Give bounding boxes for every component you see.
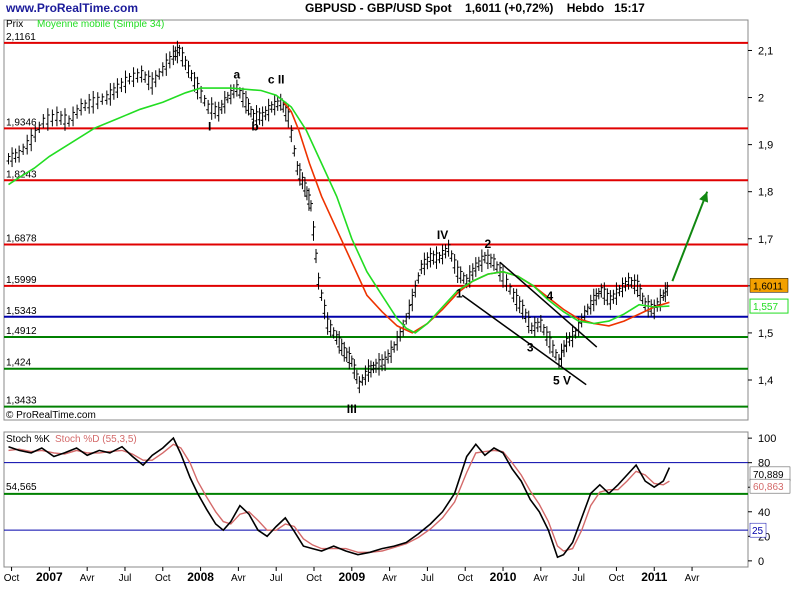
time-label: 15:17 — [614, 1, 645, 15]
wave-label: 3 — [527, 341, 534, 355]
wave-label: 4 — [547, 289, 554, 303]
price-panel-frame — [3, 19, 749, 421]
x-tick-label: Avr — [685, 573, 700, 584]
price-y-tick-label: 1,5 — [758, 328, 773, 340]
period-label: Hebdo — [566, 1, 605, 15]
price-axis-label: Prix — [6, 19, 23, 30]
stoch-k-line — [8, 436, 671, 559]
x-tick-label: Avr — [533, 573, 548, 584]
wave-label: a — [234, 68, 241, 82]
wave-label: b — [251, 120, 258, 134]
x-tick-label: Oct — [457, 573, 473, 584]
last-ma-badge — [749, 298, 789, 314]
price-y-tick-label: 1,8 — [758, 187, 773, 199]
wave-label: c II — [268, 72, 285, 86]
x-tick-label: Avr — [382, 573, 397, 584]
stoch-k-legend: Stoch %K — [6, 434, 50, 445]
ma-legend: Moyenne mobile (Simple 34) — [37, 19, 164, 30]
x-tick-label: Oct — [306, 573, 322, 584]
stoch-y-tick-label: 0 — [758, 556, 764, 568]
stoch-y-tick-label: 100 — [758, 433, 776, 445]
x-tick-label: Avr — [231, 573, 246, 584]
channel-line — [461, 294, 587, 386]
chart-title: GBPUSD - GBP/USD Spot 1,6011 (+0,72%) He… — [305, 0, 645, 16]
channel-line — [499, 261, 598, 348]
wave-label: III — [347, 402, 357, 416]
stoch-25-label: 25 — [752, 526, 764, 537]
price-level-label: 1,3433 — [6, 396, 37, 407]
target-arrow-head — [699, 191, 709, 203]
stoch-panel-frame — [3, 431, 749, 568]
stoch-25-marker — [749, 522, 767, 538]
x-tick-label: Oct — [155, 573, 171, 584]
price-change-label: 1,6011 (+0,72%) — [465, 1, 554, 15]
x-tick-label: Jul — [572, 573, 585, 584]
wave-label: IV — [437, 228, 448, 242]
target-arrow-shaft — [671, 191, 709, 282]
symbol-label: GBPUSD - GBP/USD Spot — [305, 1, 452, 15]
stoch-level-label: 54,565 — [6, 482, 37, 493]
price-y-tick-label: 1,4 — [758, 375, 773, 387]
stoch-marker-box — [749, 478, 791, 494]
watermark: © ProRealTime.com — [6, 410, 96, 421]
price-y-tick-label: 1,7 — [758, 234, 773, 246]
stoch-y-tick-label: 40 — [758, 507, 770, 519]
x-tick-label: Jul — [119, 573, 132, 584]
last-ma-value: 1,557 — [753, 302, 778, 313]
moving-average-line — [8, 87, 670, 334]
wave-label: I — [208, 120, 211, 134]
site-url[interactable]: www.ProRealTime.com — [6, 1, 139, 15]
price-y-tick-label: 2,1 — [758, 45, 773, 57]
price-level-label: 2,1161 — [6, 32, 36, 43]
x-tick-label: 2010 — [490, 570, 517, 584]
price-level-label: 1,6878 — [6, 234, 37, 245]
wave-label: 1 — [456, 287, 463, 301]
wave-label: 2 — [485, 237, 492, 251]
x-tick-label: 2008 — [187, 570, 214, 584]
price-level-label: 1,9346 — [6, 117, 37, 128]
price-y-tick-label: 1,9 — [758, 140, 773, 152]
x-tick-label: Oct — [609, 573, 625, 584]
x-tick-label: 2009 — [338, 570, 365, 584]
last-price-badge — [749, 278, 789, 293]
stoch-d-legend: Stoch %D (55,3,5) — [55, 434, 137, 445]
wave-label: 5 V — [553, 374, 571, 388]
x-tick-label: Jul — [270, 573, 283, 584]
stoch-marker-value: 60,863 — [753, 482, 784, 493]
price-level-label: 1,5999 — [6, 275, 37, 286]
x-tick-label: Oct — [4, 573, 20, 584]
stoch-marker-value: 70,889 — [753, 470, 784, 481]
x-tick-label: 2007 — [36, 570, 63, 584]
price-level-label: 1,424 — [6, 358, 31, 369]
price-level-label: 1,4912 — [6, 326, 37, 337]
price-level-label: 1,8243 — [6, 169, 37, 180]
x-tick-label: Avr — [80, 573, 95, 584]
price-level-label: 1,5343 — [6, 306, 37, 317]
x-tick-label: Jul — [421, 573, 434, 584]
price-y-tick-label: 2 — [758, 93, 764, 105]
x-tick-label: 2011 — [641, 570, 667, 584]
trend-red-line — [283, 101, 670, 334]
last-price-value: 1,6011 — [753, 281, 783, 292]
